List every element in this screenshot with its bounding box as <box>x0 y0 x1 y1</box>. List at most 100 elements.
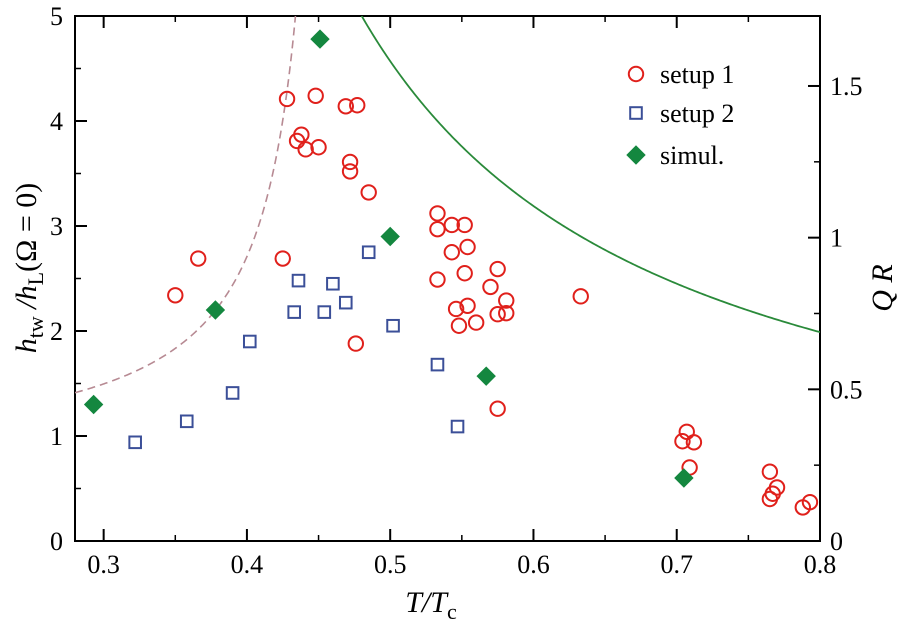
point-setup-2 <box>326 276 340 291</box>
y-left-label-mid: /h <box>10 285 43 316</box>
point-setup-1 <box>278 90 296 108</box>
point-setup-1 <box>274 250 291 267</box>
legend-label-simul: simul. <box>660 141 724 170</box>
point-setup-1 <box>674 433 691 450</box>
point-setup-1 <box>341 163 359 180</box>
point-setup-1 <box>467 314 485 331</box>
point-setup-1 <box>429 271 446 288</box>
point-setup-1 <box>297 141 314 158</box>
fit-curves <box>75 16 820 394</box>
point-setup-1 <box>167 287 184 304</box>
point-setup-1 <box>429 205 446 222</box>
point-setup-1 <box>489 260 506 278</box>
y-left-label-sub2: L <box>23 272 48 285</box>
y-right-tick-label: 0 <box>830 527 843 556</box>
point-setup-2 <box>291 273 306 288</box>
y-left-tick-label: 1 <box>50 422 63 451</box>
point-setup-1 <box>459 238 476 256</box>
x-tick-label: 0.4 <box>231 550 264 579</box>
data-points <box>83 29 819 516</box>
x-tick-label: 0.8 <box>804 550 837 579</box>
point-setup-1 <box>678 423 695 440</box>
point-simul <box>674 468 694 488</box>
point-setup-1 <box>761 463 779 480</box>
legend-label-setup-2: setup 2 <box>660 99 734 128</box>
dashed-fit-curve <box>75 16 297 394</box>
point-setup-1 <box>293 126 310 143</box>
point-setup-1 <box>489 306 506 323</box>
point-simul <box>310 29 330 49</box>
point-setup-1 <box>447 300 465 318</box>
point-setup-2 <box>179 414 194 429</box>
point-simul <box>476 366 496 386</box>
legend: setup 1 setup 2 simul. <box>626 60 734 170</box>
y-left-tick-label: 4 <box>50 107 63 136</box>
point-setup-1 <box>429 220 446 238</box>
y-right-tick-label: 1.5 <box>830 72 863 101</box>
point-setup-1 <box>498 292 515 309</box>
y-left-tick-label: 2 <box>50 317 63 346</box>
point-simul <box>205 300 226 320</box>
y-left-axis-label: htw /hL(Ω = 0) <box>10 183 48 354</box>
x-tick-label: 0.3 <box>87 550 120 579</box>
point-setup-1 <box>360 184 377 201</box>
legend-marker-setup-2 <box>629 106 643 120</box>
point-setup-2 <box>128 435 142 450</box>
y-right-tick-label: 0.5 <box>830 375 863 404</box>
point-setup-1 <box>310 139 327 156</box>
point-setup-2 <box>450 419 465 434</box>
point-setup-1 <box>349 97 366 114</box>
point-setup-1 <box>341 153 359 171</box>
legend-marker-setup-1 <box>627 65 645 83</box>
point-simul <box>380 226 400 247</box>
point-setup-2 <box>242 334 257 349</box>
y-left-label-h1: h <box>10 338 43 353</box>
y-left-label-tail: (Ω = 0) <box>10 183 43 272</box>
point-setup-2 <box>361 245 376 260</box>
y-left-tick-label: 3 <box>50 212 63 241</box>
y-left-tick-label: 5 <box>50 2 63 31</box>
point-setup-1 <box>459 297 476 314</box>
point-setup-2 <box>317 305 332 319</box>
solid-fit-curve <box>360 16 820 334</box>
point-setup-2 <box>386 318 400 333</box>
point-setup-2 <box>430 357 445 372</box>
point-setup-1 <box>307 87 324 105</box>
point-setup-1 <box>489 400 506 417</box>
point-setup-1 <box>456 216 473 234</box>
point-setup-1 <box>337 98 354 115</box>
x-tick-label: 0.7 <box>660 550 693 579</box>
point-setup-1 <box>190 250 207 267</box>
y-right-axis-label: Q R <box>866 264 899 312</box>
point-setup-1 <box>347 335 365 352</box>
point-setup-2 <box>338 295 353 310</box>
y-right-tick-label: 1 <box>830 224 843 253</box>
x-axis-label-main: T/T <box>405 586 449 619</box>
point-setup-1 <box>801 493 819 511</box>
x-axis-ticks: 0.3 0.4 0.5 0.6 0.7 0.8 <box>87 16 836 579</box>
x-axis-label: T/Tc <box>405 586 457 624</box>
y-left-tick-label: 0 <box>50 527 63 556</box>
point-setup-2 <box>287 305 302 319</box>
plot-frame <box>74 15 821 542</box>
point-simul <box>83 394 104 415</box>
point-setup-1 <box>482 278 499 296</box>
point-setup-2 <box>225 386 240 400</box>
y-right-axis-ticks: 0 0.5 1 1.5 <box>808 72 863 556</box>
y-left-axis-ticks: 0 1 2 3 4 5 <box>50 2 87 556</box>
point-setup-1 <box>768 479 786 496</box>
x-axis-label-sub: c <box>447 599 457 624</box>
point-setup-1 <box>685 434 703 451</box>
x-tick-label: 0.6 <box>517 550 550 579</box>
point-setup-1 <box>498 304 515 322</box>
point-setup-1 <box>443 216 460 234</box>
point-setup-1 <box>443 244 460 261</box>
legend-marker-simul <box>626 145 646 165</box>
point-setup-1 <box>450 317 468 334</box>
point-setup-1 <box>456 265 473 282</box>
point-setup-1 <box>572 288 589 305</box>
x-tick-label: 0.5 <box>374 550 407 579</box>
legend-label-setup-1: setup 1 <box>660 60 734 89</box>
y-left-label-sub1: tw <box>23 316 48 338</box>
